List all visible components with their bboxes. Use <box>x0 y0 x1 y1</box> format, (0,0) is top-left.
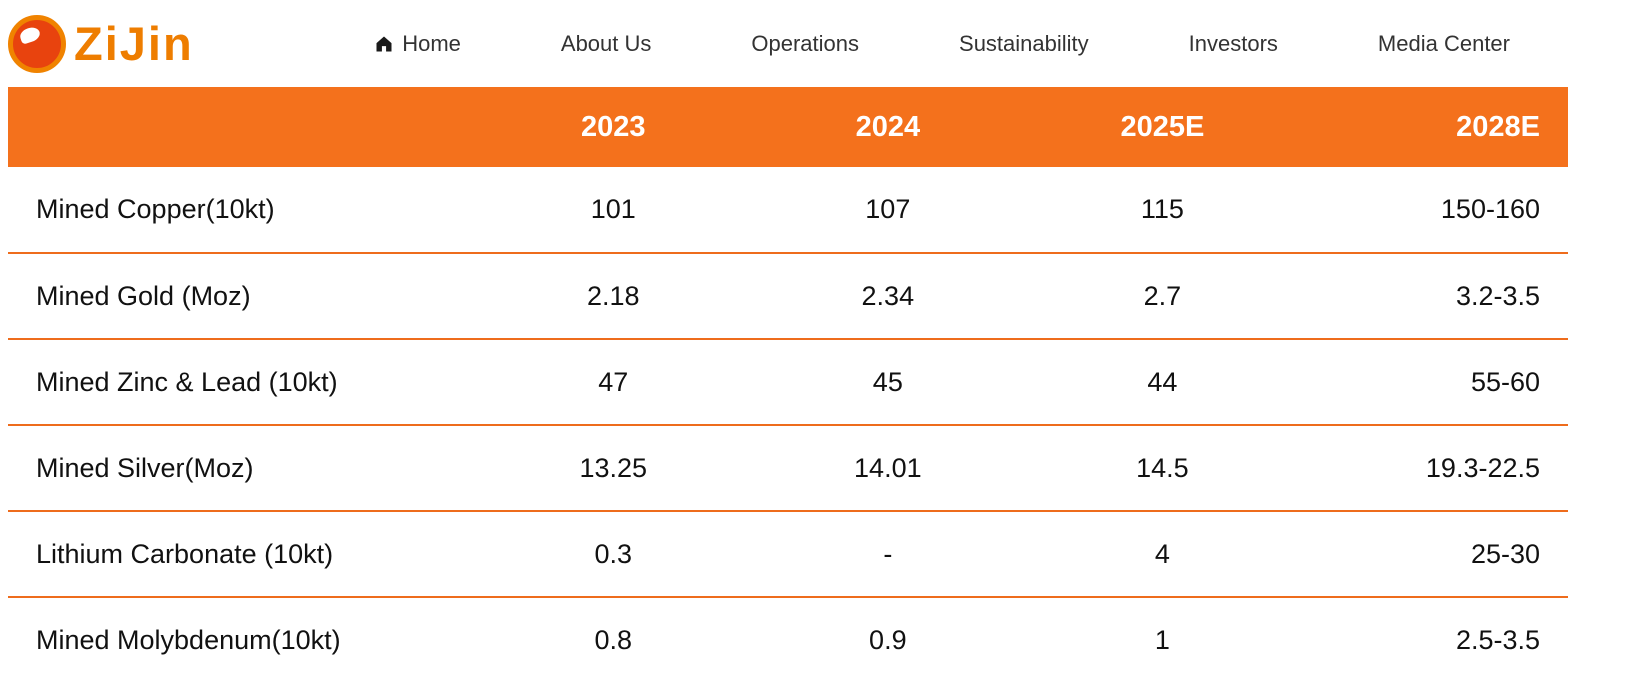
cell-value: 1 <box>1025 596 1300 683</box>
column-header-blank <box>8 87 476 167</box>
nav-operations-label: Operations <box>751 30 860 56</box>
nav-operations[interactable]: Operations <box>751 31 859 57</box>
cell-value: - <box>750 510 1026 597</box>
cell-value: 3.2-3.5 <box>1299 252 1568 339</box>
cell-value: 14.01 <box>750 424 1026 511</box>
cell-value: 2.5-3.5 <box>1299 596 1568 683</box>
row-label: Mined Gold (Moz) <box>8 252 476 339</box>
cell-value: 2.7 <box>1025 252 1300 339</box>
row-label: Mined Zinc & Lead (10kt) <box>8 338 476 425</box>
nav-about-us-label: About Us <box>560 30 652 56</box>
cell-value: 13.25 <box>476 424 751 511</box>
cell-value: 4 <box>1025 510 1300 597</box>
cell-value: 44 <box>1025 338 1300 425</box>
cell-value: 101 <box>476 167 751 253</box>
cell-value: 47 <box>476 338 751 425</box>
nav-sustainability-label: Sustainability <box>959 30 1089 56</box>
column-header-2024: 2024 <box>750 87 1026 167</box>
cell-value: 2.34 <box>750 252 1026 339</box>
nav-sustainability[interactable]: Sustainability <box>959 31 1089 57</box>
nav-investors[interactable]: Investors <box>1189 31 1278 57</box>
row-label: Mined Molybdenum(10kt) <box>8 596 476 683</box>
table-header-row: 2023 2024 2025E 2028E <box>8 87 1568 167</box>
main-nav: Home About Us Operations Sustainability … <box>374 31 1510 57</box>
cell-value: 0.9 <box>750 596 1026 683</box>
row-label: Lithium Carbonate (10kt) <box>8 510 476 597</box>
table-row: Mined Molybdenum(10kt) 0.8 0.9 1 2.5-3.5 <box>8 596 1568 683</box>
cell-value: 107 <box>750 167 1026 253</box>
cell-value: 14.5 <box>1025 424 1300 511</box>
nav-about-us[interactable]: About Us <box>561 31 652 57</box>
table-row: Mined Gold (Moz) 2.18 2.34 2.7 3.2-3.5 <box>8 252 1568 339</box>
site-header: ZiJin Home About Us Operations Sustainab… <box>0 0 1632 87</box>
cell-value: 150-160 <box>1299 167 1568 253</box>
table-row: Lithium Carbonate (10kt) 0.3 - 4 25-30 <box>8 510 1568 597</box>
cell-value: 25-30 <box>1299 510 1568 597</box>
table-row: Mined Copper(10kt) 101 107 115 150-160 <box>8 167 1568 253</box>
nav-home-label: Home <box>402 30 461 56</box>
cell-value: 19.3-22.5 <box>1299 424 1568 511</box>
column-header-2023: 2023 <box>476 87 751 167</box>
nav-media-center[interactable]: Media Center <box>1378 31 1510 57</box>
nav-investors-label: Investors <box>1188 30 1278 56</box>
zijin-logo-icon <box>8 14 66 73</box>
production-guidance-table: 2023 2024 2025E 2028E Mined Copper(10kt)… <box>8 87 1568 683</box>
home-icon <box>374 34 394 54</box>
cell-value: 115 <box>1025 167 1300 253</box>
nav-media-center-label: Media Center <box>1377 30 1510 56</box>
logo-text: ZiJin <box>74 17 194 70</box>
cell-value: 45 <box>750 338 1026 425</box>
table-row: Mined Zinc & Lead (10kt) 47 45 44 55-60 <box>8 338 1568 425</box>
row-label: Mined Silver(Moz) <box>8 424 476 511</box>
row-label: Mined Copper(10kt) <box>8 167 476 253</box>
main-content: 2023 2024 2025E 2028E Mined Copper(10kt)… <box>0 87 1632 683</box>
cell-value: 0.8 <box>476 596 751 683</box>
column-header-2028e: 2028E <box>1299 87 1568 167</box>
cell-value: 0.3 <box>476 510 751 597</box>
column-header-2025e: 2025E <box>1025 87 1300 167</box>
cell-value: 55-60 <box>1299 338 1568 425</box>
nav-home[interactable]: Home <box>374 31 461 57</box>
cell-value: 2.18 <box>476 252 751 339</box>
table-row: Mined Silver(Moz) 13.25 14.01 14.5 19.3-… <box>8 424 1568 511</box>
zijin-logo[interactable]: ZiJin <box>0 14 194 73</box>
